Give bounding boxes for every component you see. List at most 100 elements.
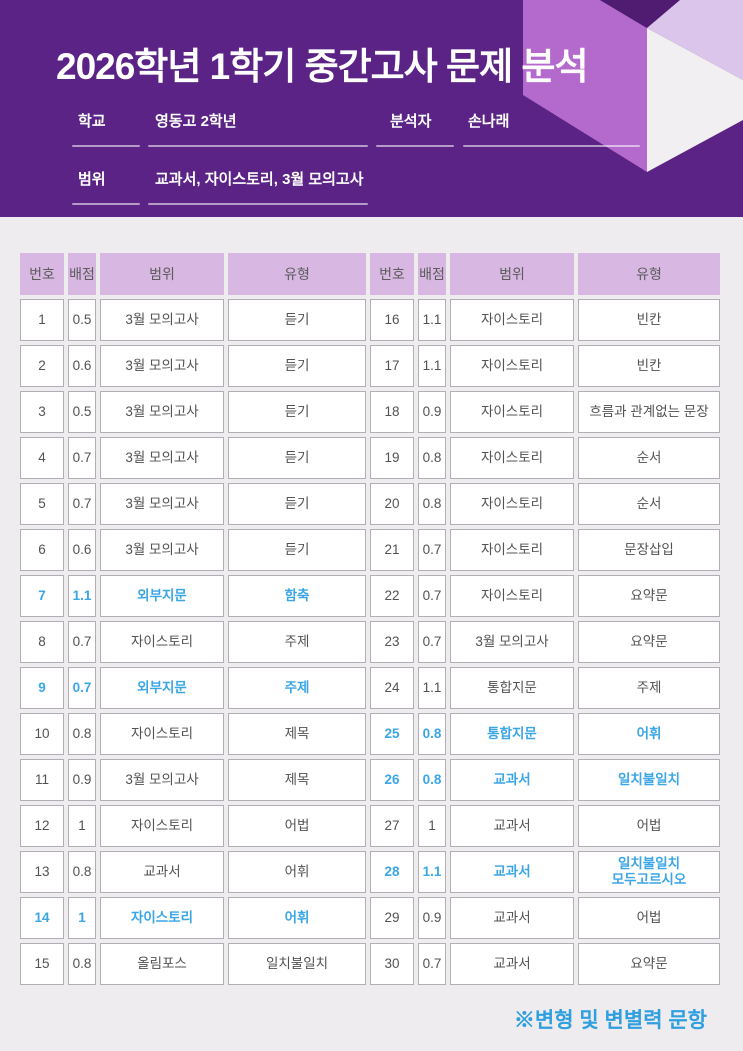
table-cell-type: 주제 [228, 621, 366, 663]
table-cell-scope: 자이스토리 [100, 805, 224, 847]
scope-field-value: 교과서, 자이스토리, 3월 모의고사 [155, 171, 364, 188]
table-cell-no: 4 [20, 437, 64, 479]
table-cell-no: 6 [20, 529, 64, 571]
table-cell-pts: 1.1 [418, 667, 446, 709]
table-cell-type: 제목 [228, 713, 366, 755]
table-cell-scope: 3월 모의고사 [100, 437, 224, 479]
table-cell-type: 순서 [578, 437, 720, 479]
table-cell-no: 26 [370, 759, 414, 801]
school-value-underline [148, 145, 368, 147]
table-cell-type: 어법 [578, 805, 720, 847]
table-cell-scope: 통합지문 [450, 713, 574, 755]
table-cell-pts: 0.7 [418, 943, 446, 985]
analyst-field-label: 분석자 [390, 113, 432, 130]
table-cell-scope: 자이스토리 [450, 529, 574, 571]
table-cell-scope: 외부지문 [100, 575, 224, 617]
table-cell-type: 어법 [228, 805, 366, 847]
table-cell-type: 듣기 [228, 483, 366, 525]
table-cell-no: 13 [20, 851, 64, 893]
table-cell-no: 25 [370, 713, 414, 755]
table-cell-type: 일치불일치 모두고르시오 [578, 851, 720, 893]
table-cell-no: 11 [20, 759, 64, 801]
table-cell-scope: 통합지문 [450, 667, 574, 709]
table-cell-pts: 0.5 [68, 299, 96, 341]
table-cell-no: 17 [370, 345, 414, 387]
table-header-cell-4: 번호 [370, 253, 414, 295]
table-cell-no: 29 [370, 897, 414, 939]
table-cell-scope: 교과서 [450, 851, 574, 893]
table-cell-no: 3 [20, 391, 64, 433]
table-cell-no: 19 [370, 437, 414, 479]
table-cell-pts: 1 [68, 897, 96, 939]
table-cell-no: 27 [370, 805, 414, 847]
table-cell-type: 일치불일치 [228, 943, 366, 985]
table-cell-pts: 0.9 [68, 759, 96, 801]
table-cell-scope: 교과서 [450, 759, 574, 801]
table-cell-scope: 외부지문 [100, 667, 224, 709]
table-cell-pts: 0.9 [418, 391, 446, 433]
table-cell-pts: 0.8 [68, 713, 96, 755]
table-cell-scope: 3월 모의고사 [100, 391, 224, 433]
table-cell-scope: 교과서 [450, 897, 574, 939]
table-cell-scope: 자이스토리 [450, 299, 574, 341]
table-cell-type: 어휘 [228, 851, 366, 893]
table-header-cell-1: 배점 [68, 253, 96, 295]
table-cell-no: 14 [20, 897, 64, 939]
table-cell-pts: 0.8 [418, 483, 446, 525]
table-cell-scope: 자이스토리 [450, 575, 574, 617]
table-cell-pts: 0.7 [418, 529, 446, 571]
scope-value-underline [148, 203, 368, 205]
table-cell-scope: 자이스토리 [450, 437, 574, 479]
table-cell-type: 듣기 [228, 529, 366, 571]
table-cell-no: 30 [370, 943, 414, 985]
table-cell-type: 요약문 [578, 943, 720, 985]
table-cell-scope: 교과서 [100, 851, 224, 893]
table-cell-pts: 0.8 [68, 851, 96, 893]
school-label-underline [72, 145, 140, 147]
table-cell-pts: 0.7 [68, 483, 96, 525]
table-header-cell-5: 배점 [418, 253, 446, 295]
table-cell-no: 7 [20, 575, 64, 617]
table-cell-type: 주제 [578, 667, 720, 709]
table-cell-pts: 0.7 [418, 575, 446, 617]
table-header-cell-7: 유형 [578, 253, 720, 295]
table-cell-pts: 0.8 [418, 437, 446, 479]
table-cell-no: 24 [370, 667, 414, 709]
analyst-field-value: 손나래 [468, 113, 510, 130]
table-cell-no: 12 [20, 805, 64, 847]
table-cell-type: 빈칸 [578, 345, 720, 387]
table-body: 1 0.5 3월 모의고사 듣기 16 1.1 자이스토리 빈칸 2 0.6 3월 모의고사 듣기 17… [20, 299, 720, 985]
table-cell-type: 빈칸 [578, 299, 720, 341]
table-cell-pts: 1.1 [418, 299, 446, 341]
table-cell-scope: 자이스토리 [100, 897, 224, 939]
table-cell-type: 요약문 [578, 621, 720, 663]
table-cell-scope: 3월 모의고사 [100, 483, 224, 525]
table-cell-no: 15 [20, 943, 64, 985]
table-cell-type: 듣기 [228, 299, 366, 341]
scope-label-underline [72, 203, 140, 205]
table-cell-pts: 0.7 [418, 621, 446, 663]
table-cell-scope: 자이스토리 [450, 345, 574, 387]
table-cell-pts: 0.8 [418, 713, 446, 755]
table-cell-scope: 3월 모의고사 [100, 759, 224, 801]
table-cell-scope: 자이스토리 [100, 621, 224, 663]
table-cell-pts: 1 [418, 805, 446, 847]
table-cell-no: 18 [370, 391, 414, 433]
table-header-cell-2: 범위 [100, 253, 224, 295]
analysis-table: 번호 배점 범위 유형 번호 배점 범위 유형 1 0.5 3월 모의고사 듣기 16 1.1 자이스토리… [20, 253, 720, 985]
table-cell-scope: 3월 모의고사 [450, 621, 574, 663]
table-cell-pts: 1.1 [418, 345, 446, 387]
table-cell-type: 함축 [228, 575, 366, 617]
school-field-label: 학교 [78, 113, 106, 130]
table-cell-scope: 교과서 [450, 805, 574, 847]
table-cell-scope: 교과서 [450, 943, 574, 985]
table-cell-type: 일치불일치 [578, 759, 720, 801]
table-cell-type: 순서 [578, 483, 720, 525]
table-cell-scope: 자이스토리 [450, 483, 574, 525]
table-cell-scope: 올림포스 [100, 943, 224, 985]
table-cell-no: 21 [370, 529, 414, 571]
table-cell-pts: 0.8 [418, 759, 446, 801]
table-cell-pts: 0.8 [68, 943, 96, 985]
table-cell-pts: 0.7 [68, 437, 96, 479]
table-cell-scope: 3월 모의고사 [100, 299, 224, 341]
